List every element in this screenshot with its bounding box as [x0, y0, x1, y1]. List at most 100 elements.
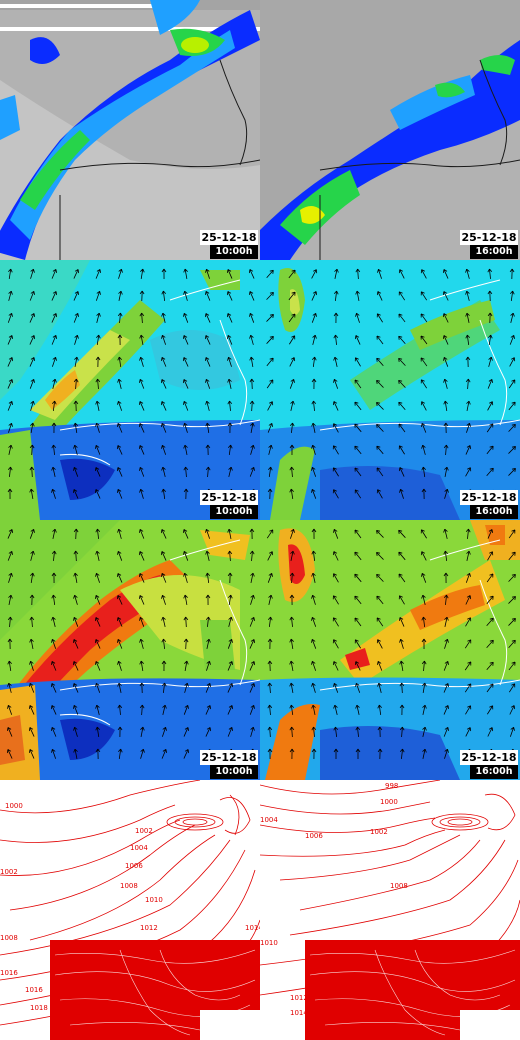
wind-arrow-icon — [443, 572, 449, 584]
wind-arrow-icon — [73, 705, 79, 715]
wind-arrow-icon — [354, 423, 362, 433]
wind-arrow-icon — [354, 661, 361, 671]
wind-arrow-icon — [95, 704, 100, 715]
wind-arrow-icon — [184, 682, 189, 693]
isobar-label: 1002 — [370, 828, 388, 836]
wind-arrow-icon — [355, 748, 361, 760]
wind-arrow-icon — [332, 551, 339, 561]
wind-arrow-icon — [183, 594, 188, 605]
wind-arrow-icon — [399, 704, 405, 716]
wind-arrow-icon — [227, 422, 233, 434]
wind-arrow-icon — [376, 639, 383, 649]
wind-arrow-icon — [94, 661, 101, 671]
wind-arrow-icon — [288, 269, 296, 279]
forecast-time: 16:00h — [470, 765, 518, 779]
timestamp-label: 25-12-18 10:00h — [200, 750, 258, 779]
wind-arrow-icon — [227, 683, 234, 693]
wind-arrow-icon — [354, 335, 361, 345]
wind-arrow-icon — [508, 529, 516, 539]
forecast-date: 25-12-18 — [460, 490, 518, 505]
wind-arrow-icon — [376, 445, 384, 455]
wind-arrow-icon — [139, 704, 145, 716]
wind-arrow-icon — [443, 422, 449, 434]
wind-arrow-icon — [117, 660, 122, 671]
wind-arrow-icon — [398, 529, 406, 538]
wind-arrow-icon — [312, 334, 317, 345]
wind-arrow-icon — [333, 704, 338, 715]
wind-arrow-icon — [7, 335, 14, 345]
isobar-map: 998 1000 1002 1004 1006 1008 1010 1012 1… — [260, 780, 520, 1040]
wind-arrow-icon — [227, 400, 233, 412]
wind-arrow-icon — [311, 550, 317, 562]
wind-arrow-icon — [140, 268, 145, 279]
wind-arrow-icon — [444, 748, 449, 759]
wind-arrow-icon — [333, 682, 339, 693]
wind-arrow-icon — [249, 400, 255, 412]
wind-arrow-icon — [268, 594, 273, 605]
wind-arrow-icon — [95, 269, 102, 279]
wind-arrow-icon — [465, 595, 472, 605]
wind-arrow-icon — [333, 748, 339, 760]
wind-arrow-icon — [487, 529, 494, 539]
timestamp-label: 25-12-18 10:00h — [200, 230, 258, 259]
wind-arrow-icon — [420, 379, 428, 389]
wind-arrow-icon — [94, 617, 101, 627]
wind-arrow-icon — [139, 660, 144, 671]
wind-arrow-icon — [487, 379, 494, 389]
wind-arrows — [6, 528, 256, 760]
wind-arrow-icon — [311, 466, 317, 477]
wind-arrow-icon — [421, 660, 427, 672]
wind-arrow-icon — [289, 616, 295, 628]
wind-arrow-icon — [204, 291, 211, 301]
wind-arrow-icon — [376, 530, 384, 538]
wind-arrow-icon — [160, 379, 167, 389]
wind-arrow-icon — [399, 726, 405, 738]
wind-arrow-icon — [205, 594, 211, 606]
wind-arrow-icon — [508, 618, 516, 626]
wind-arrow-icon — [488, 334, 493, 346]
wind-arrow-icon — [311, 378, 317, 390]
isobar-label: 1014 — [245, 924, 260, 932]
gust-map — [260, 520, 520, 780]
wind-arrow-icon — [7, 488, 13, 500]
wind-arrow-icon — [487, 290, 493, 302]
wind-arrow-icon — [95, 378, 101, 390]
wind-arrow-icon — [376, 291, 383, 301]
wind-arrow-icon — [8, 268, 13, 280]
wind-arrow-icon — [140, 748, 145, 759]
precipitation-map-panel-1600h: 25-12-18 16:00h — [260, 0, 520, 260]
wind-arrow-icon — [290, 550, 295, 561]
wind-arrow-icon — [376, 423, 384, 432]
wind-arrow-icon — [7, 357, 14, 367]
wind-arrow-icon — [51, 572, 57, 584]
wind-arrow-icon — [422, 682, 427, 693]
wind-arrow-icon — [205, 378, 211, 389]
wind-arrow-icon — [311, 572, 316, 583]
wind-arrow-icon — [486, 573, 494, 583]
wind-arrow-icon — [7, 704, 13, 715]
wind-arrow-icon — [398, 573, 406, 583]
isobar-label: 1010 — [145, 896, 163, 904]
wind-arrow-icon — [116, 595, 123, 605]
gust-map-panel-1000h: 25-12-18 10:00h — [0, 520, 260, 780]
wind-arrow-icon — [332, 617, 339, 627]
wind-arrow-icon — [420, 401, 427, 411]
wind-arrow-icon — [95, 726, 100, 738]
wind-arrow-icon — [487, 268, 493, 280]
wind-map — [0, 260, 260, 520]
wind-arrow-icon — [311, 356, 317, 368]
wind-arrow-icon — [51, 269, 58, 279]
wind-arrow-icon — [183, 312, 189, 323]
wind-arrow-icon — [421, 423, 427, 433]
wind-arrow-icon — [94, 595, 101, 605]
wind-arrow-icon — [267, 488, 273, 500]
wind-arrow-icon — [183, 290, 188, 301]
wind-arrow-icon — [266, 379, 274, 389]
isobar-label: 1010 — [260, 939, 278, 947]
wind-arrow-icon — [7, 466, 13, 478]
isobar-label: 1018 — [30, 1004, 48, 1012]
wind-arrow-icon — [465, 528, 471, 540]
wind-arrow-icon — [509, 705, 516, 715]
wind-arrow-icon — [205, 528, 211, 539]
wind-arrow-icon — [399, 638, 404, 649]
